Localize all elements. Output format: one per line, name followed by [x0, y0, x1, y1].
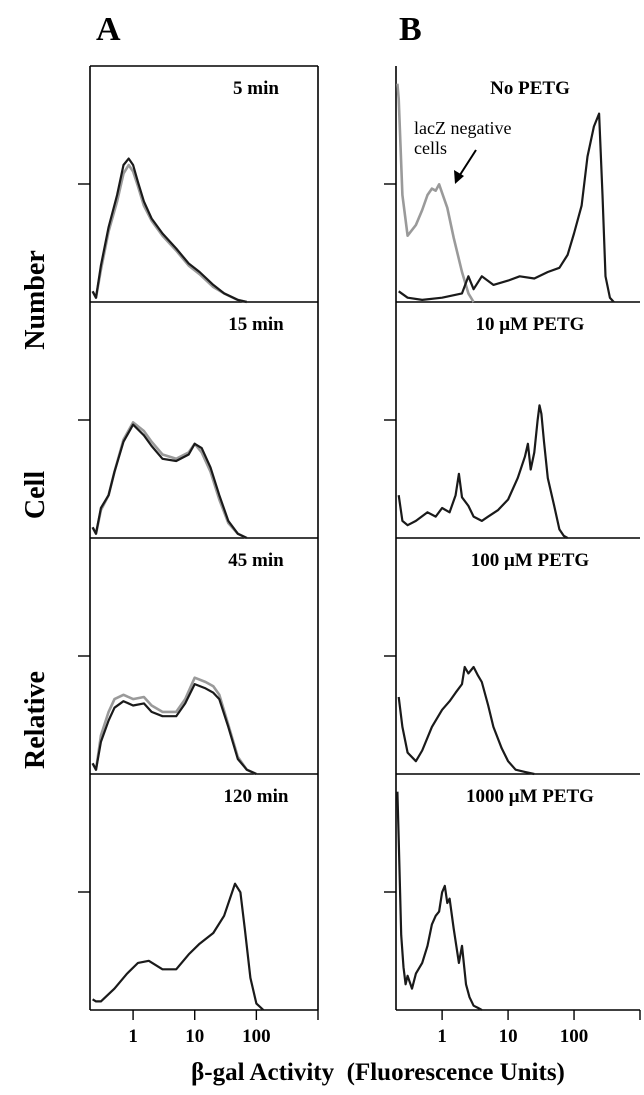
histogram-traces: [91, 83, 615, 1011]
panel-letter-b: B: [399, 11, 422, 48]
panel-title: 5 min: [233, 78, 279, 99]
y-axis-label-word-1: Relative: [20, 671, 51, 769]
panel-title: 120 min: [224, 786, 289, 807]
overlay-trace: [91, 421, 248, 540]
annotation-line-2: cells: [414, 138, 447, 158]
panel-letter-a: A: [96, 11, 121, 48]
primary-trace: [397, 665, 535, 776]
annotation-arrow: [457, 149, 477, 179]
x-tick-label: 1: [128, 1026, 138, 1047]
primary-trace: [397, 404, 569, 539]
x-tick-label: 100: [242, 1026, 271, 1047]
annotation-line-1: lacZ negative: [414, 118, 511, 138]
primary-trace: [398, 112, 615, 303]
primary-trace: [92, 882, 265, 1011]
figure-text: A B Relative Cell Number β-gal Activity …: [20, 11, 594, 1086]
panel-title: 15 min: [228, 314, 284, 335]
overlay-trace: [91, 676, 257, 776]
y-axis-label-word-3: Number: [20, 250, 51, 350]
x-axis-label: β-gal Activity (Fluorescence Units): [191, 1059, 565, 1086]
panel-frames: [78, 65, 641, 1020]
primary-trace: [91, 157, 248, 304]
panel-title: 10 μM PETG: [476, 314, 585, 335]
overlay-trace: [91, 163, 248, 304]
panel-title: No PETG: [490, 78, 570, 99]
panel-title: 1000 μM PETG: [466, 786, 594, 807]
panel-title: 100 μM PETG: [471, 550, 590, 571]
y-axis-label-word-2: Cell: [20, 471, 51, 519]
x-tick-label: 10: [185, 1026, 204, 1047]
overlay-trace: [396, 83, 475, 303]
annotation-arrowhead: [454, 170, 464, 184]
panel-title: 45 min: [228, 550, 284, 571]
primary-trace: [91, 682, 257, 776]
primary-trace: [91, 423, 248, 539]
x-tick-label: 10: [499, 1026, 518, 1047]
x-tick-label: 1: [437, 1026, 447, 1047]
x-tick-label: 100: [560, 1026, 589, 1047]
primary-trace: [396, 791, 483, 1011]
